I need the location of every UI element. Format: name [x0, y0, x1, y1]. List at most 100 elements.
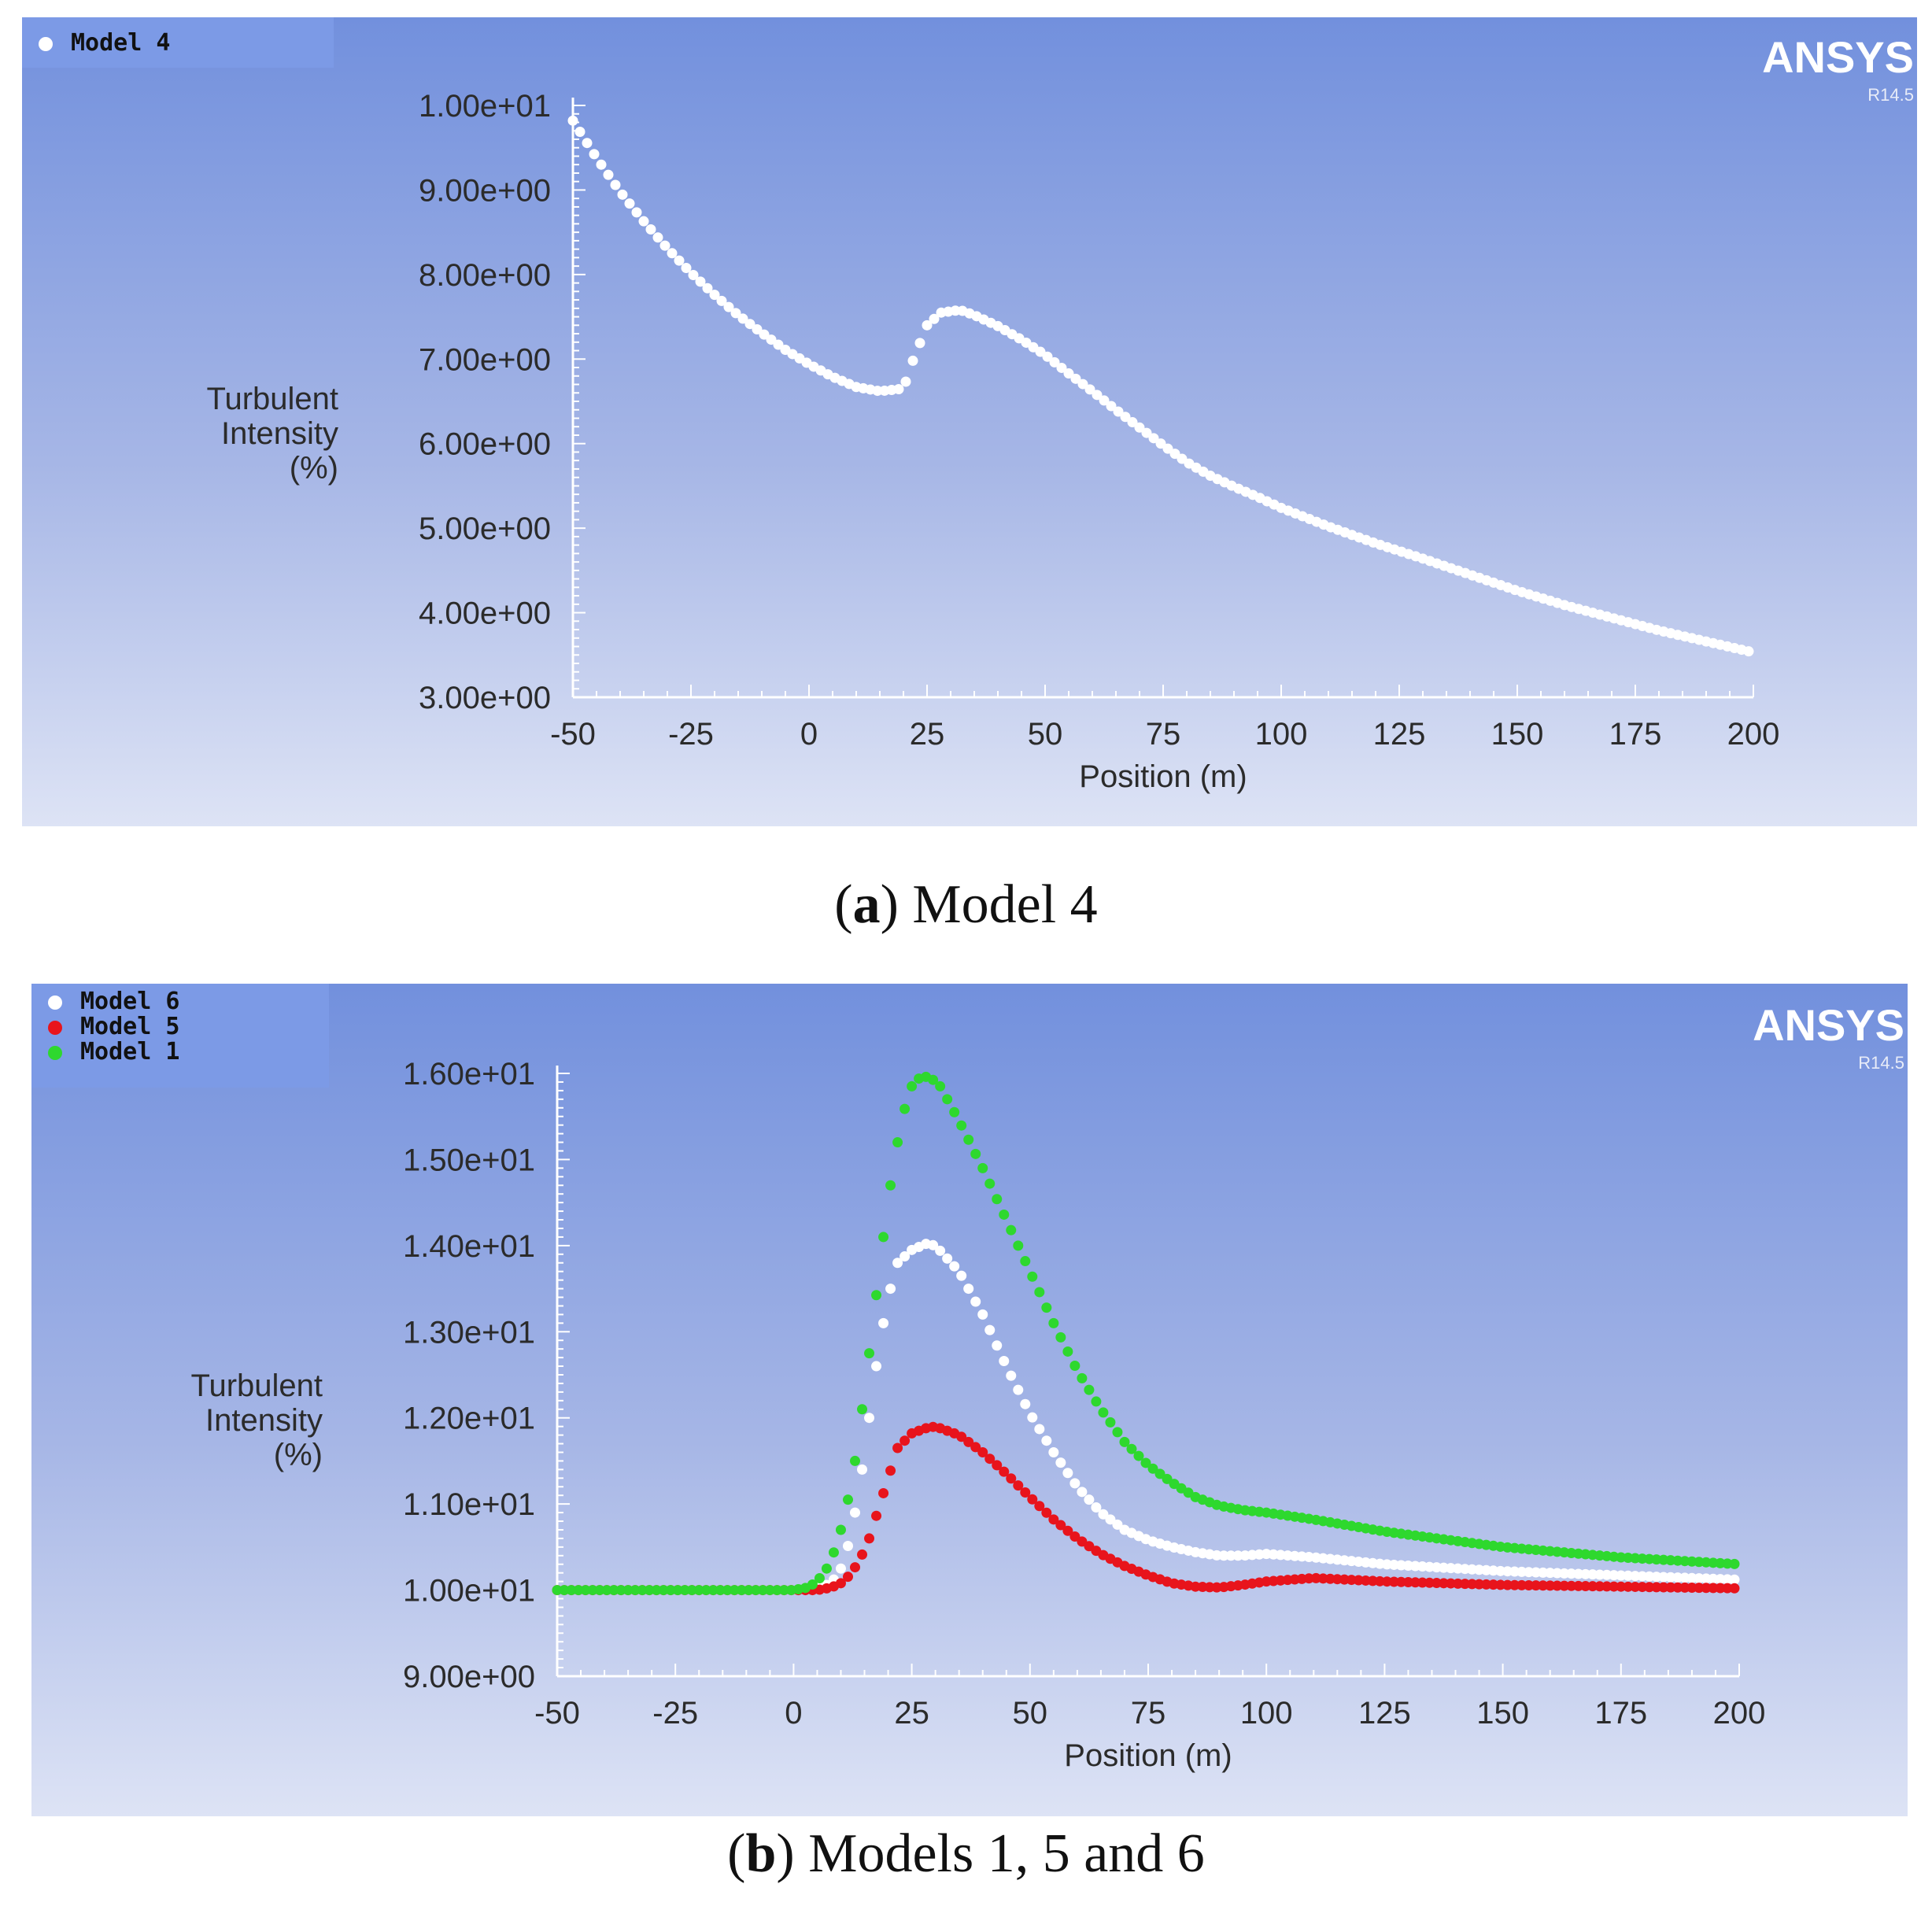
data-point [850, 1507, 861, 1518]
data-point [928, 1239, 939, 1250]
data-point [835, 1578, 846, 1589]
legend-marker-0 [39, 37, 53, 51]
data-point [963, 1134, 974, 1145]
x-tick-label: 25 [910, 717, 945, 752]
data-point [1105, 1514, 1116, 1525]
data-point [1587, 1581, 1598, 1592]
data-point [1077, 1372, 1088, 1383]
data-point [1027, 1412, 1038, 1423]
data-point [1686, 1583, 1697, 1594]
x-tick-label: 75 [1131, 1696, 1166, 1731]
data-point [1694, 1583, 1705, 1594]
data-point [1084, 1494, 1095, 1505]
data-point [1126, 1443, 1137, 1454]
data-point [929, 313, 940, 324]
data-point [1077, 1487, 1088, 1498]
legend-label-0: Model 6 [80, 988, 179, 1015]
legend-marker-0 [48, 995, 62, 1010]
data-point [1084, 384, 1095, 395]
data-point [1041, 1302, 1052, 1313]
data-point [574, 127, 586, 138]
x-tick-label: -25 [652, 1696, 698, 1731]
data-point [864, 1413, 875, 1424]
data-point [1715, 1583, 1726, 1594]
data-point [857, 1464, 868, 1475]
data-point [835, 1563, 846, 1574]
data-point [977, 1162, 988, 1173]
x-tick-label: 175 [1609, 717, 1662, 752]
data-point [935, 1080, 946, 1092]
x-tick-label: -25 [668, 717, 714, 752]
data-point [645, 223, 656, 235]
data-point [1148, 433, 1159, 444]
data-point [1042, 351, 1053, 362]
data-point [715, 1585, 726, 1596]
data-point [743, 1585, 754, 1596]
data-point [752, 323, 763, 334]
data-point [1630, 1581, 1641, 1592]
data-point [700, 1585, 711, 1596]
data-point [956, 1120, 967, 1131]
data-point [928, 1074, 939, 1085]
y-tick-label: 1.50e+01 [403, 1143, 535, 1177]
y-axis-label-line-2: (%) [290, 451, 338, 486]
data-point [1580, 1581, 1591, 1592]
data-point [1545, 1580, 1556, 1591]
plot-background [22, 17, 1917, 826]
data-point [1502, 1579, 1513, 1590]
x-tick-label: 150 [1476, 1696, 1529, 1731]
x-tick-label: 150 [1491, 717, 1544, 752]
data-point [1091, 1502, 1102, 1513]
data-point [1573, 1580, 1584, 1591]
caption-a-text: Model 4 [912, 874, 1098, 935]
data-point [1601, 1581, 1612, 1592]
data-point [608, 1585, 619, 1596]
data-point [864, 1533, 875, 1544]
ansys-logo: ANSYS [1753, 1000, 1904, 1050]
data-point [644, 1585, 655, 1596]
x-tick-label: 125 [1373, 717, 1426, 752]
data-point [1637, 1582, 1648, 1593]
data-point [900, 1435, 911, 1446]
data-point [970, 1296, 981, 1307]
data-point [1743, 646, 1754, 657]
data-point [1041, 1507, 1052, 1518]
data-point [807, 1579, 818, 1590]
data-point [1147, 1463, 1158, 1474]
data-point [1092, 390, 1103, 401]
data-point [1027, 1271, 1038, 1282]
data-point [1552, 1580, 1563, 1591]
data-point [850, 1562, 861, 1573]
data-point [1594, 1581, 1605, 1592]
data-point [681, 262, 692, 273]
data-point [1119, 1436, 1130, 1447]
data-point [1020, 1256, 1031, 1267]
data-point [1609, 1581, 1620, 1592]
data-point [949, 1106, 960, 1117]
data-point [1006, 1473, 1017, 1484]
data-point [1524, 1579, 1535, 1590]
data-point [1516, 1579, 1527, 1590]
data-point [667, 248, 678, 259]
data-point [1062, 1525, 1073, 1536]
data-point [624, 198, 635, 209]
data-point [573, 1585, 584, 1596]
legend-label-2: Model 1 [80, 1038, 179, 1066]
y-tick-label: 8.00e+00 [419, 258, 551, 293]
data-point [1232, 1550, 1243, 1561]
data-point [672, 1585, 683, 1596]
data-point [992, 1460, 1003, 1471]
data-point [1658, 1582, 1669, 1593]
data-point [1055, 1520, 1066, 1531]
caption-a-label: a [852, 874, 881, 935]
x-tick-label: 75 [1146, 717, 1181, 752]
data-point [1069, 1478, 1081, 1489]
data-point [871, 1361, 882, 1372]
data-point [1141, 427, 1152, 438]
data-point [744, 319, 755, 330]
data-point [872, 386, 883, 397]
data-point [821, 1563, 832, 1574]
data-point [1055, 1332, 1066, 1343]
data-point [871, 1510, 882, 1521]
data-point [688, 270, 699, 281]
